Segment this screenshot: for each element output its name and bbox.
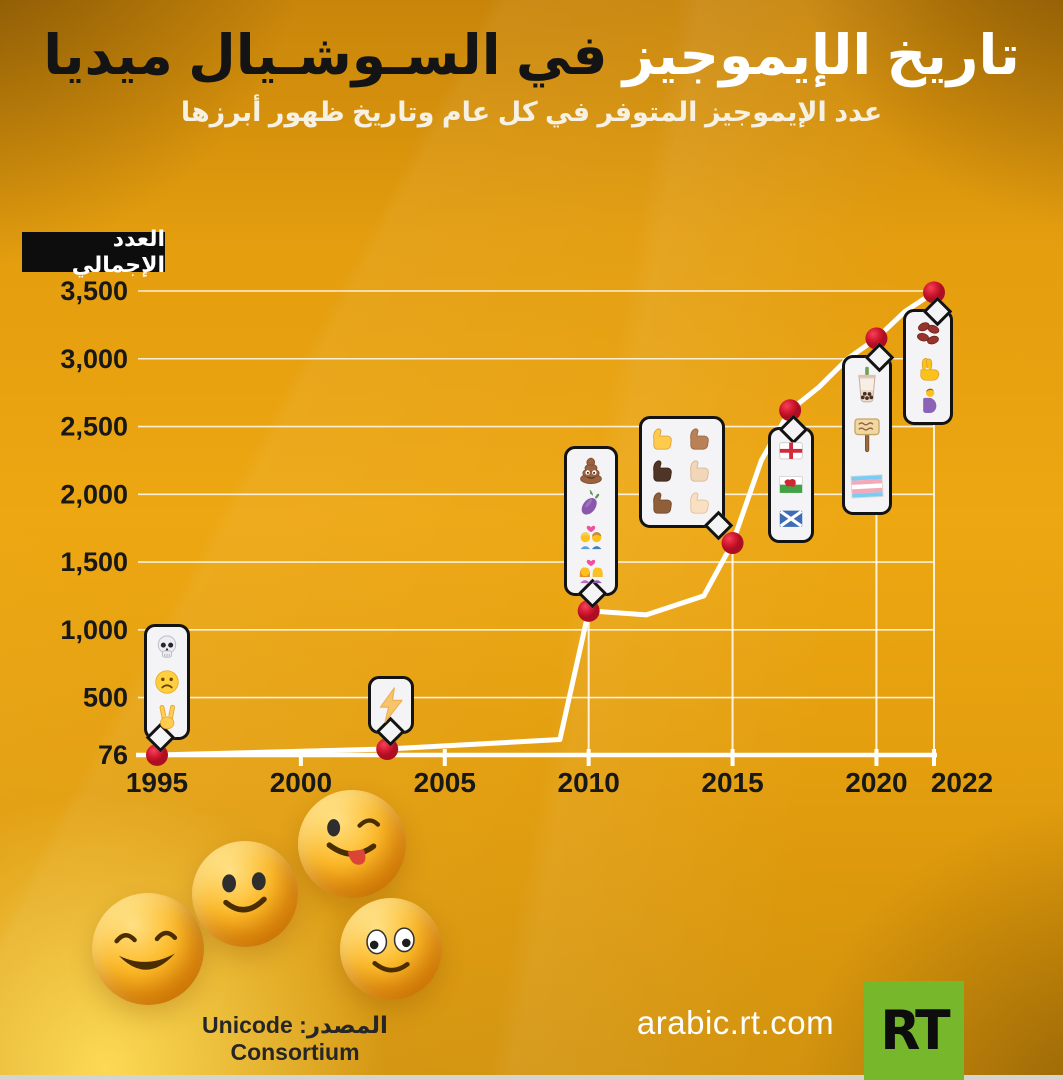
winking-tongue-face-icon (326, 818, 381, 865)
cartoon-eyes-face-icon (366, 927, 415, 973)
transgender-flag-emoji-icon (847, 466, 887, 506)
callout-2022 (903, 296, 953, 426)
source-line: المصدر: Unicode Consortium (140, 1012, 450, 1066)
smiling-face-icon (222, 872, 267, 913)
callout-2017 (768, 414, 815, 544)
x-tick-label: 2015 (701, 767, 763, 798)
high-voltage-emoji-icon (371, 685, 411, 725)
laughing-face-icon (114, 930, 178, 970)
x-tick-label: 2010 (558, 767, 620, 798)
y-tick-label: 3,000 (60, 344, 128, 374)
bubble-tea-emoji-icon (847, 364, 887, 404)
page-title: تاريخ الإيموجيز في السـوشـيال ميديا (0, 24, 1063, 87)
eggplant-emoji-icon (576, 489, 606, 519)
callout-2010 (563, 445, 618, 609)
placard-emoji-icon (847, 415, 887, 455)
laughing-emoji-ball-3d (92, 893, 204, 1005)
y-axis-title-box: العدد الإجمالي (22, 226, 165, 277)
x-tick-label: 2005 (414, 767, 476, 798)
thumbs-up-yellow-emoji-icon (646, 425, 681, 455)
flag-england-emoji-icon (776, 436, 806, 466)
thumbs-up-medium-dark-emoji-icon (646, 489, 681, 519)
subtitle: عدد الإيموجيز المتوفر في كل عام وتاريخ ظ… (180, 97, 883, 128)
y-tick-label: 76 (98, 740, 128, 770)
y-tick-label: 2,500 (60, 412, 128, 442)
header: تاريخ الإيموجيز في السـوشـيال ميديا عدد … (0, 24, 1063, 128)
kiss-man-woman-emoji-icon (576, 523, 606, 553)
source-value: Unicode Consortium (202, 1012, 360, 1065)
flag-wales-emoji-icon (776, 470, 806, 500)
website-url: arabic.rt.com (636, 1004, 835, 1041)
x-tick-label: 1995 (126, 767, 188, 798)
bottom-strip (0, 1075, 1063, 1080)
callout-2015 (638, 416, 733, 541)
thumbs-up-light-emoji-icon (683, 457, 718, 487)
cartoon-eyes-emoji-ball-3d (340, 898, 442, 1000)
frowning-face-emoji-icon (152, 667, 182, 697)
y-axis-title: العدد الإجمالي (71, 226, 165, 277)
source-label: المصدر: (299, 1012, 388, 1038)
flag-scotland-emoji-icon (776, 504, 806, 534)
x-tick-label: 2020 (845, 767, 907, 798)
thumbs-up-medium-emoji-icon (683, 425, 718, 455)
pregnant-person-emoji-icon (913, 386, 943, 416)
rt-logo-text: RT (880, 999, 950, 1063)
smiling-emoji-ball-3d (192, 841, 298, 947)
y-tick-label: 500 (83, 683, 128, 713)
data-point-dot (721, 532, 744, 555)
data-point-dot (865, 327, 888, 350)
callout-2003 (368, 676, 415, 747)
skull-emoji-icon (152, 633, 182, 663)
rt-logo: RT (864, 981, 964, 1080)
y-tick-label: 1,000 (60, 615, 128, 645)
callout-2020 (842, 343, 895, 516)
emoji-count-series-line (154, 289, 937, 758)
title-part-social-media: في السـوشـيال ميديا (43, 24, 608, 86)
victory-hand-emoji-icon (152, 701, 182, 731)
beans-emoji-icon (913, 318, 943, 348)
thumbs-up-dark-emoji-icon (646, 457, 681, 487)
y-tick-label: 2,000 (60, 479, 128, 509)
pile-of-poo-emoji-icon (576, 455, 606, 485)
data-point-dot (779, 399, 802, 422)
x-tick-label: 2000 (270, 767, 332, 798)
x-tick-label: 2022 (931, 767, 993, 798)
winking-tongue-emoji-ball-3d (298, 790, 406, 898)
title-part-emoji-history: تاريخ الإيموجيز (622, 24, 1021, 86)
thumbs-up-medium-light-emoji-icon (683, 489, 718, 519)
callout-1995 (144, 624, 190, 753)
crossed-fingers-emoji-icon (913, 352, 943, 382)
kiss-woman-woman-emoji-icon (576, 557, 606, 587)
y-tick-label: 1,500 (60, 547, 128, 577)
y-tick-label: 3,500 (60, 276, 128, 306)
